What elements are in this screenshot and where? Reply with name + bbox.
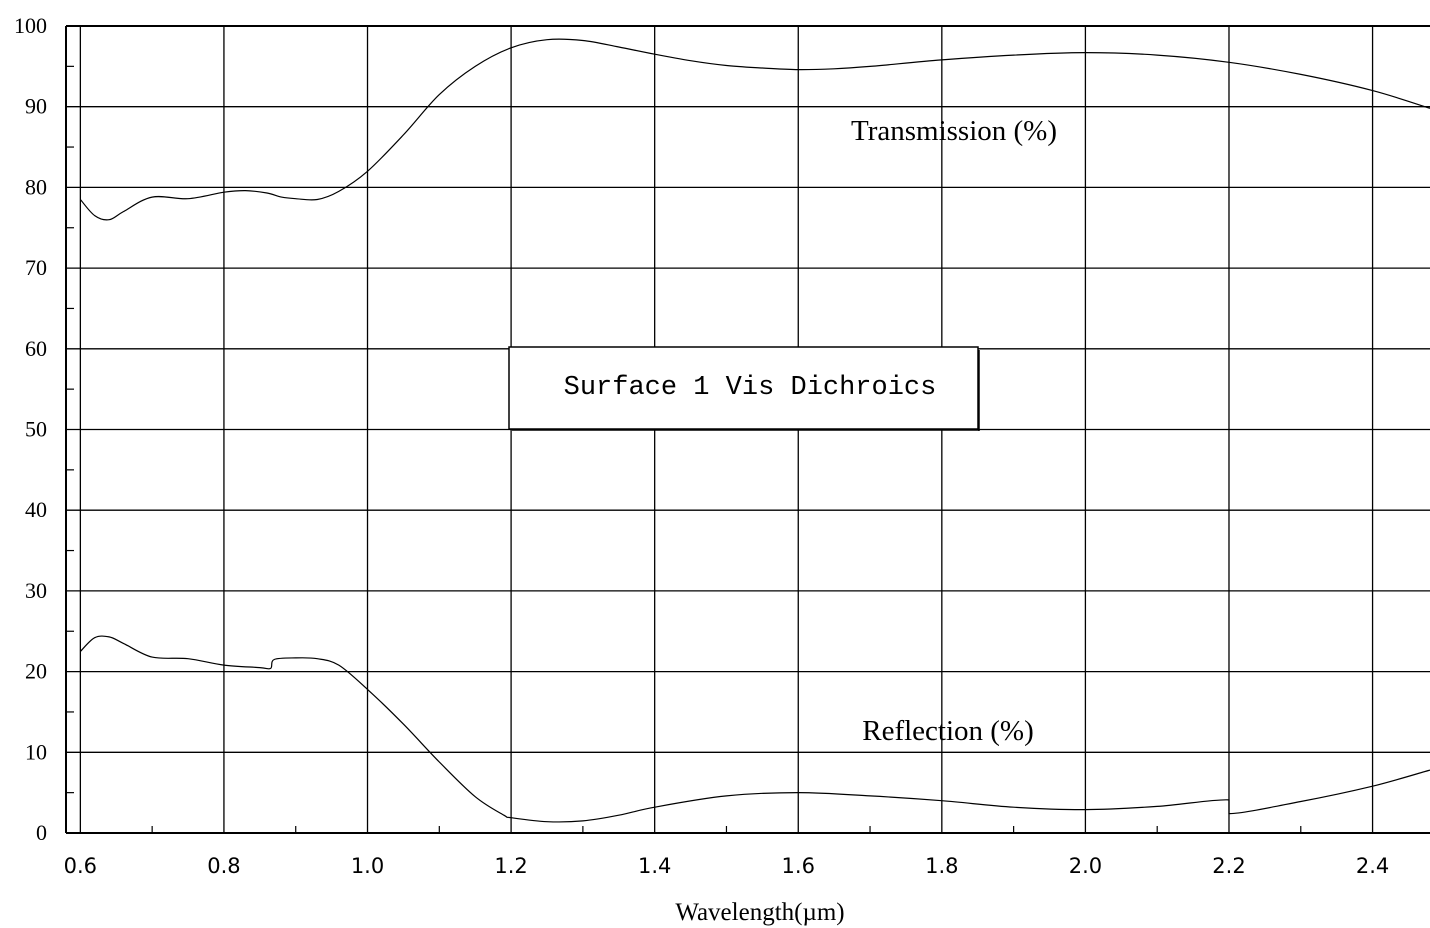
y-tick-label: 100 [14, 13, 47, 38]
axes [65, 25, 1430, 834]
title-box-frame [508, 346, 979, 430]
series [79, 38, 1430, 823]
y-tick-label: 60 [25, 336, 47, 361]
x-tick-label: 1.4 [638, 854, 671, 878]
x-tick-labels: 0.6 0.8 1.0 1.2 1.4 1.6 1.8 2.0 2.2 2.4 [64, 854, 1390, 878]
x-tick-label: 2.2 [1212, 854, 1245, 878]
x-axis-title: Wavelength(µm) [675, 899, 844, 926]
chart-title-box: Surface 1 Vis Dichroics [508, 346, 980, 431]
x-tick-label: 0.6 [64, 854, 97, 878]
x-tick-label: 0.8 [207, 854, 240, 878]
x-tick-label: 2.0 [1069, 854, 1102, 878]
reflection-curve [79, 635, 1430, 823]
x-tick-label: 1.6 [782, 854, 815, 878]
y-tick-label: 0 [36, 820, 47, 845]
x-tick-label: 1.8 [925, 854, 958, 878]
x-tick-label: 1.2 [494, 854, 527, 878]
y-tick-label: 70 [25, 255, 47, 280]
y-tick-label: 40 [25, 497, 47, 522]
y-tick-labels: 0 10 20 30 40 50 60 70 80 90 100 [14, 13, 47, 845]
x-tick-label: 2.4 [1356, 854, 1389, 878]
y-tick-label: 30 [25, 578, 47, 603]
transmission-curve [79, 38, 1430, 221]
minor-ticks [66, 65, 1302, 833]
x-tick-label: 1.0 [351, 854, 384, 878]
y-tick-label: 80 [25, 174, 47, 199]
y-tick-label: 50 [25, 417, 47, 442]
y-tick-label: 20 [25, 659, 47, 684]
y-tick-label: 10 [25, 739, 47, 764]
series-label-transmission: Transmission (%) [851, 115, 1057, 147]
chart-title: Surface 1 Vis Dichroics [564, 373, 937, 403]
series-label-reflection: Reflection (%) [862, 715, 1034, 747]
y-tick-label: 90 [25, 94, 47, 119]
